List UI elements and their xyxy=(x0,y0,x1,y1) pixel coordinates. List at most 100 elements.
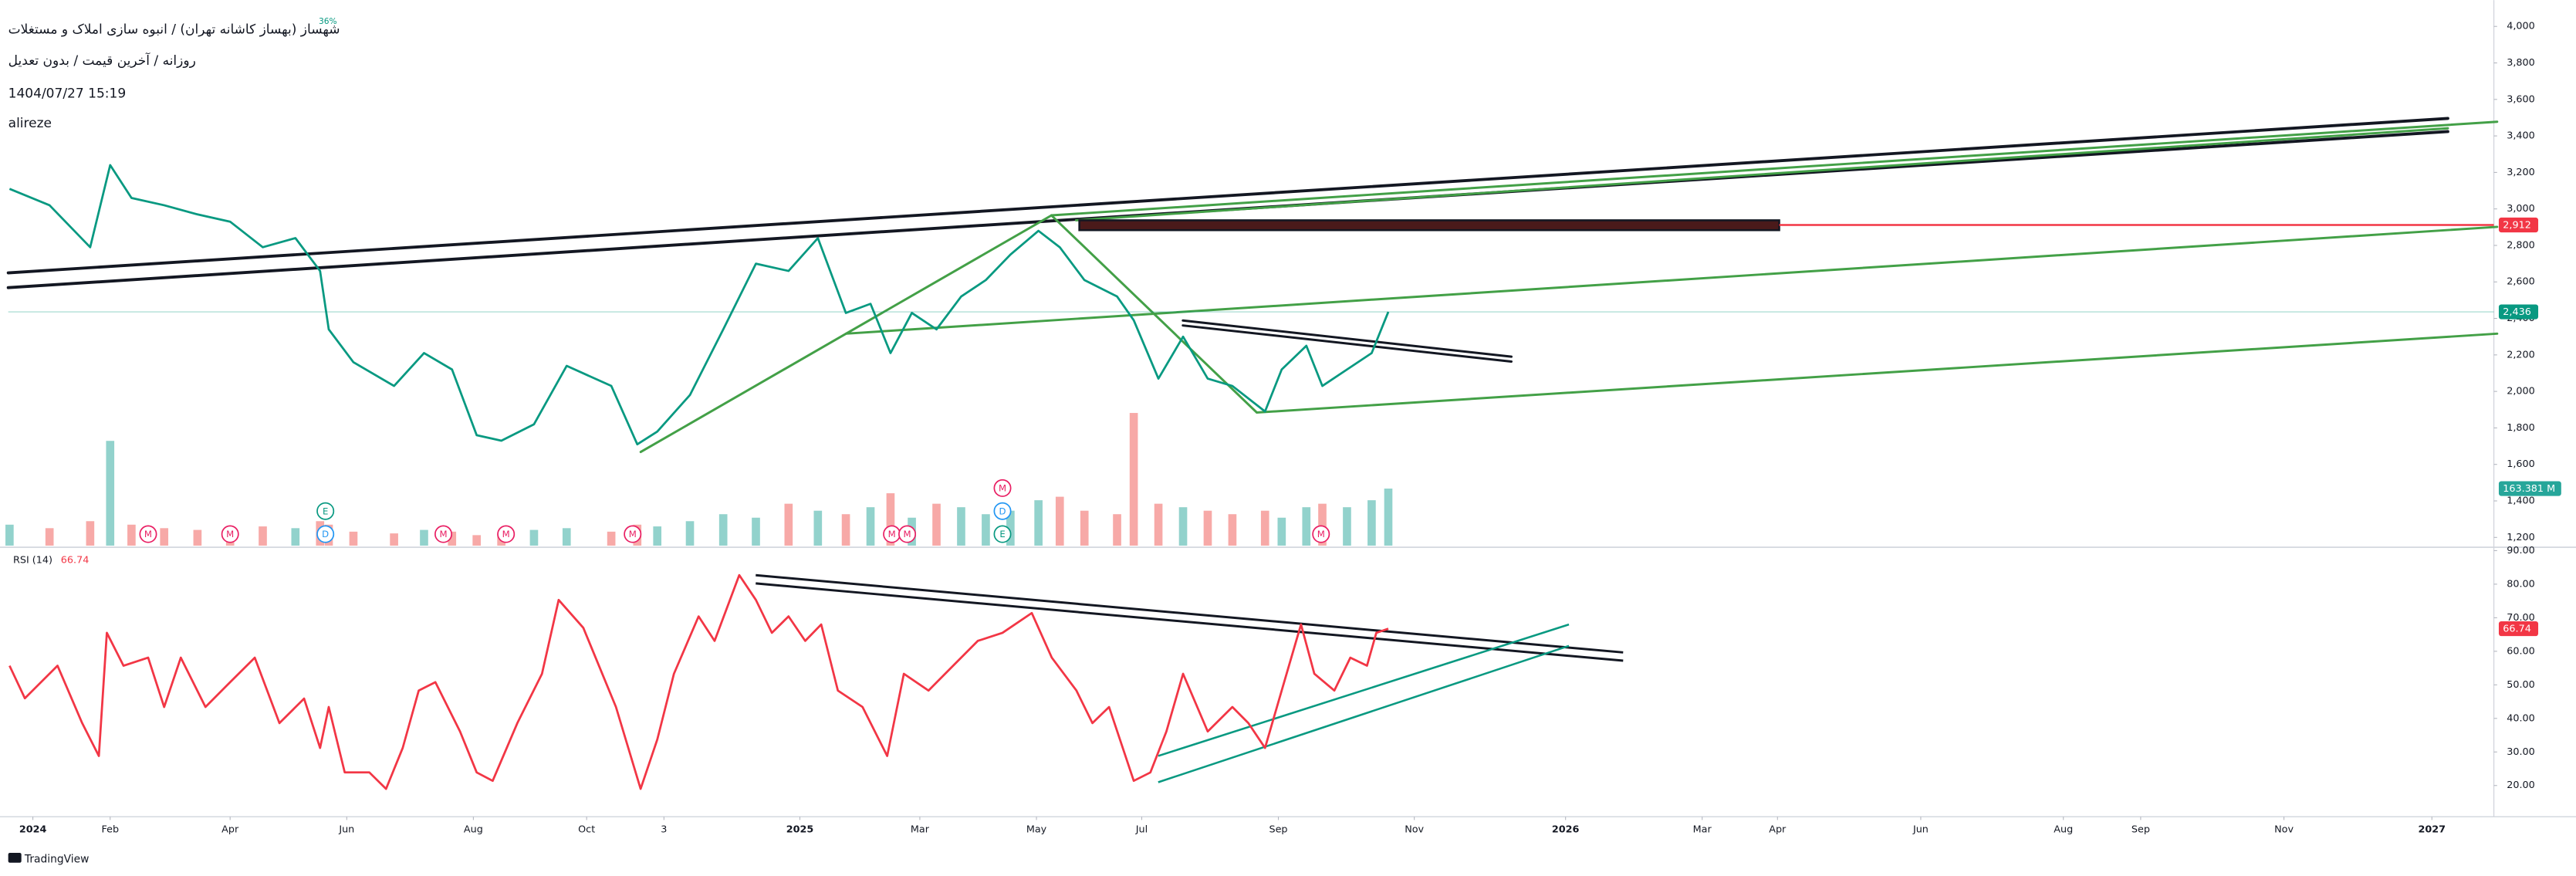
y-tick-label: 1,200 xyxy=(2507,532,2535,543)
x-tick-label: Jun xyxy=(338,824,354,836)
symbol-title: شهساز (بهساز کاشانه تهران) / انبوه سازی … xyxy=(8,22,340,37)
event-marker xyxy=(1312,525,1330,543)
event-marker xyxy=(497,525,516,543)
trend-line xyxy=(756,582,1624,662)
volume-bar xyxy=(390,533,398,546)
y-tick-label: 3,600 xyxy=(2507,93,2535,105)
volume-bar xyxy=(562,528,571,546)
x-tick-label: Oct xyxy=(578,824,595,836)
volume-bar xyxy=(784,503,793,546)
indicator-title: RSI (14) xyxy=(13,555,52,567)
y-tick-label: 40.00 xyxy=(2507,712,2535,724)
volume-bar xyxy=(1080,510,1089,546)
y-tick-label: 4,000 xyxy=(2507,21,2535,32)
volume-bar xyxy=(45,528,54,546)
trend-line xyxy=(1158,644,1570,783)
event-marker xyxy=(139,525,157,543)
event-marker xyxy=(434,525,453,543)
volume-bar xyxy=(106,441,115,546)
price-badge-label: 2,436 xyxy=(2503,306,2531,318)
trend-line xyxy=(6,117,2449,275)
event-label: M xyxy=(226,529,234,539)
x-tick-label: 2024 xyxy=(19,824,47,836)
y-tick-label: 3,000 xyxy=(2507,203,2535,215)
event-label: M xyxy=(999,483,1006,494)
zone-box xyxy=(1078,219,1780,232)
y-tick-label: 90.00 xyxy=(2507,545,2535,556)
series-line xyxy=(8,164,1390,446)
volume-bar xyxy=(193,529,202,546)
y-tick-label: 70.00 xyxy=(2507,612,2535,624)
brand: TradingView xyxy=(24,854,90,866)
trend-line xyxy=(1158,623,1570,757)
event-label: D xyxy=(322,529,329,539)
price-badge-label: 2,912 xyxy=(2503,220,2531,232)
event-marker xyxy=(316,502,335,520)
event-label: M xyxy=(144,529,152,539)
volume-bar xyxy=(1034,500,1043,546)
event-marker xyxy=(316,525,335,543)
volume-bar xyxy=(957,507,965,546)
x-tick-label: 3 xyxy=(661,824,667,836)
pattern-line xyxy=(639,214,2499,454)
volume-bar xyxy=(160,528,169,546)
y-tick-label: 3,800 xyxy=(2507,57,2535,69)
y-tick-label: 2,200 xyxy=(2507,349,2535,360)
event-marker xyxy=(993,525,1012,543)
volume-bar xyxy=(349,531,358,546)
y-tick-label: 20.00 xyxy=(2507,780,2535,791)
y-tick-label: 50.00 xyxy=(2507,679,2535,691)
y-tick-label: 2,000 xyxy=(2507,386,2535,397)
volume-bar xyxy=(718,514,728,546)
volume-bar xyxy=(1154,503,1163,546)
event-label: M xyxy=(629,529,637,539)
event-label: M xyxy=(903,529,911,539)
y-tick-label: 2,600 xyxy=(2507,276,2535,288)
x-tick-label: May xyxy=(1026,824,1047,836)
volume-bar xyxy=(1367,500,1376,546)
volume-bar xyxy=(841,514,850,546)
trend-line xyxy=(1182,324,1513,363)
volume-bar xyxy=(1277,517,1286,546)
event-marker xyxy=(624,525,642,543)
x-tick-label: Aug xyxy=(464,824,483,836)
volume-bar xyxy=(1203,510,1212,546)
volume-bar xyxy=(752,517,760,546)
volume-bar xyxy=(127,524,136,546)
indicator-value: 66.74 xyxy=(61,555,90,567)
y-tick-label: 60.00 xyxy=(2507,645,2535,657)
x-tick-label: Jun xyxy=(1912,824,1929,836)
volume-bar xyxy=(1318,503,1327,546)
volume-bar xyxy=(685,521,695,546)
volume-bar xyxy=(813,510,823,546)
y-tick-label: 3,400 xyxy=(2507,130,2535,142)
x-tick-label: Apr xyxy=(1769,824,1787,836)
y-tick-label: 1,600 xyxy=(2507,458,2535,470)
price-badge-label: 66.74 xyxy=(2503,624,2531,635)
trend-line xyxy=(1074,127,2449,222)
event-marker xyxy=(898,525,917,543)
series-line xyxy=(8,573,1389,790)
drawings xyxy=(6,117,2499,454)
x-tick-label: Sep xyxy=(1269,824,1287,836)
volume-bar xyxy=(1178,507,1188,546)
volume-bar xyxy=(1113,514,1121,546)
price-badge xyxy=(2498,621,2539,637)
event-marker xyxy=(993,479,1012,497)
x-tick-label: 2026 xyxy=(1552,824,1580,836)
x-tick-label: Nov xyxy=(1405,824,1424,836)
x-tick-label: Feb xyxy=(101,824,119,836)
event-label: M xyxy=(502,529,510,539)
x-tick-label: Apr xyxy=(221,824,239,836)
x-tick-label: Mar xyxy=(1693,824,1712,836)
price-badge-label: 163.381 M xyxy=(2503,483,2555,495)
volume-bar xyxy=(1055,496,1064,546)
x-tick-label: Aug xyxy=(2054,824,2073,836)
price-badge xyxy=(2498,481,2561,496)
volume-bar xyxy=(886,493,895,546)
y-tick-label: 1,800 xyxy=(2507,422,2535,434)
trend-line xyxy=(1182,319,1513,358)
trend-line xyxy=(756,573,1624,654)
event-label: M xyxy=(439,529,447,539)
